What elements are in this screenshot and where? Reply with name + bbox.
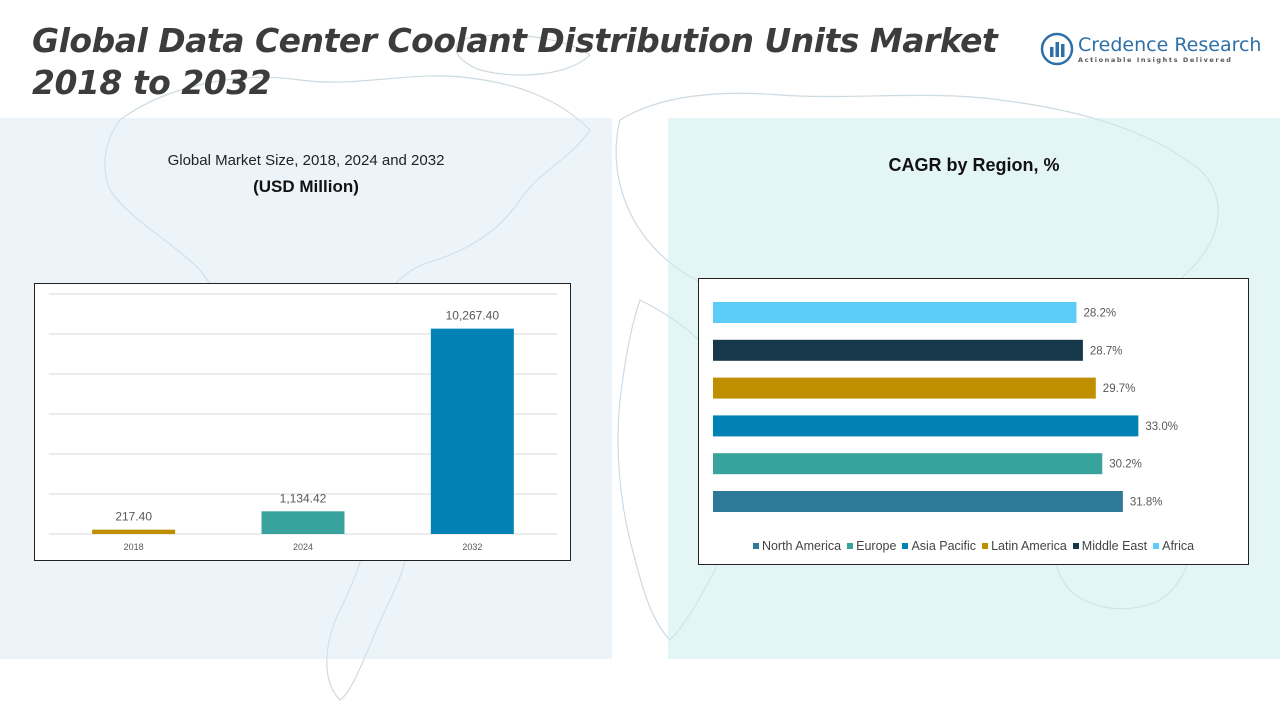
hbar-value-label: 31.8% <box>1130 497 1163 509</box>
bar-value-label: 10,267.40 <box>446 309 500 323</box>
hbar-value-label: 30.2% <box>1109 459 1142 471</box>
legend-swatch <box>1153 543 1160 549</box>
hbar-north-america <box>713 491 1123 512</box>
hbar-value-label: 28.7% <box>1090 345 1123 357</box>
market-size-unit: (USD Million) <box>253 177 359 196</box>
bar-value-label: 217.40 <box>115 510 152 524</box>
x-tick-label: 2024 <box>293 542 313 552</box>
bar-value-label: 1,134.42 <box>280 491 327 505</box>
hbar-europe <box>713 453 1103 475</box>
bar-2024 <box>261 511 345 534</box>
page-title: Global Data Center Coolant Distribution … <box>32 20 1012 104</box>
x-tick-label: 2032 <box>462 542 482 552</box>
logo-tagline: Actionable Insights Delivered <box>1078 56 1233 64</box>
hbar-value-label: 33.0% <box>1145 421 1178 433</box>
bar-2032 <box>430 328 514 534</box>
legend-swatch <box>752 543 759 549</box>
market-size-chart-svg: 217.40 2018 1,134.42 2024 10,267.40 2032 <box>49 293 557 552</box>
legend-item: North America <box>752 539 842 553</box>
logo-name: Credence Research <box>1078 34 1262 56</box>
cagr-legend: North America Europe Asia Pacific Latin Ame… <box>699 539 1248 553</box>
legend-swatch <box>982 543 989 549</box>
brand-logo: Credence Research Actionable Insights De… <box>1040 32 1262 72</box>
legend-item: Middle East <box>1072 539 1148 553</box>
hbar-value-label: 29.7% <box>1103 383 1136 395</box>
hbar-middle-east <box>713 339 1083 361</box>
legend-label: Africa <box>1162 539 1195 553</box>
hbar-latin-america <box>713 377 1096 399</box>
market-size-chart: 217.40 2018 1,134.42 2024 10,267.40 2032 <box>34 283 571 561</box>
legend-item: Europe <box>847 539 896 553</box>
legend-swatch <box>847 543 854 549</box>
legend-item: Asia Pacific <box>902 539 976 553</box>
legend-label: Latin America <box>991 539 1067 553</box>
x-tick-label: 2018 <box>124 542 144 552</box>
cagr-title: CAGR by Region, % <box>888 155 1060 175</box>
legend-swatch <box>902 543 909 549</box>
title-line-2: 2018 to 2032 <box>32 63 272 102</box>
legend-label: Europe <box>856 539 897 553</box>
cagr-chart: 28.2% 28.7% 29.7% 33.0% 30.2% 31.8% North Ame… <box>698 278 1249 565</box>
legend-label: Asia Pacific <box>911 539 977 553</box>
bar-2018 <box>92 529 176 534</box>
legend-swatch <box>1072 543 1079 549</box>
hbar-africa <box>713 302 1077 323</box>
market-size-subtitle: Global Market Size, 2018, 2024 and 2032 <box>167 152 445 169</box>
hbar-value-label: 28.2% <box>1083 308 1116 320</box>
legend-label: North America <box>761 539 842 553</box>
title-line-1: Global Data Center Coolant Distribution … <box>32 21 998 60</box>
legend-item: Africa <box>1153 539 1194 553</box>
hbar-asia-pacific <box>713 415 1139 437</box>
legend-label: Middle East <box>1081 539 1148 553</box>
bar-chart-icon <box>1040 32 1074 66</box>
legend-item: Latin America <box>982 539 1067 553</box>
cagr-chart-svg: 28.2% 28.7% 29.7% 33.0% 30.2% 31.8% <box>713 302 1178 512</box>
